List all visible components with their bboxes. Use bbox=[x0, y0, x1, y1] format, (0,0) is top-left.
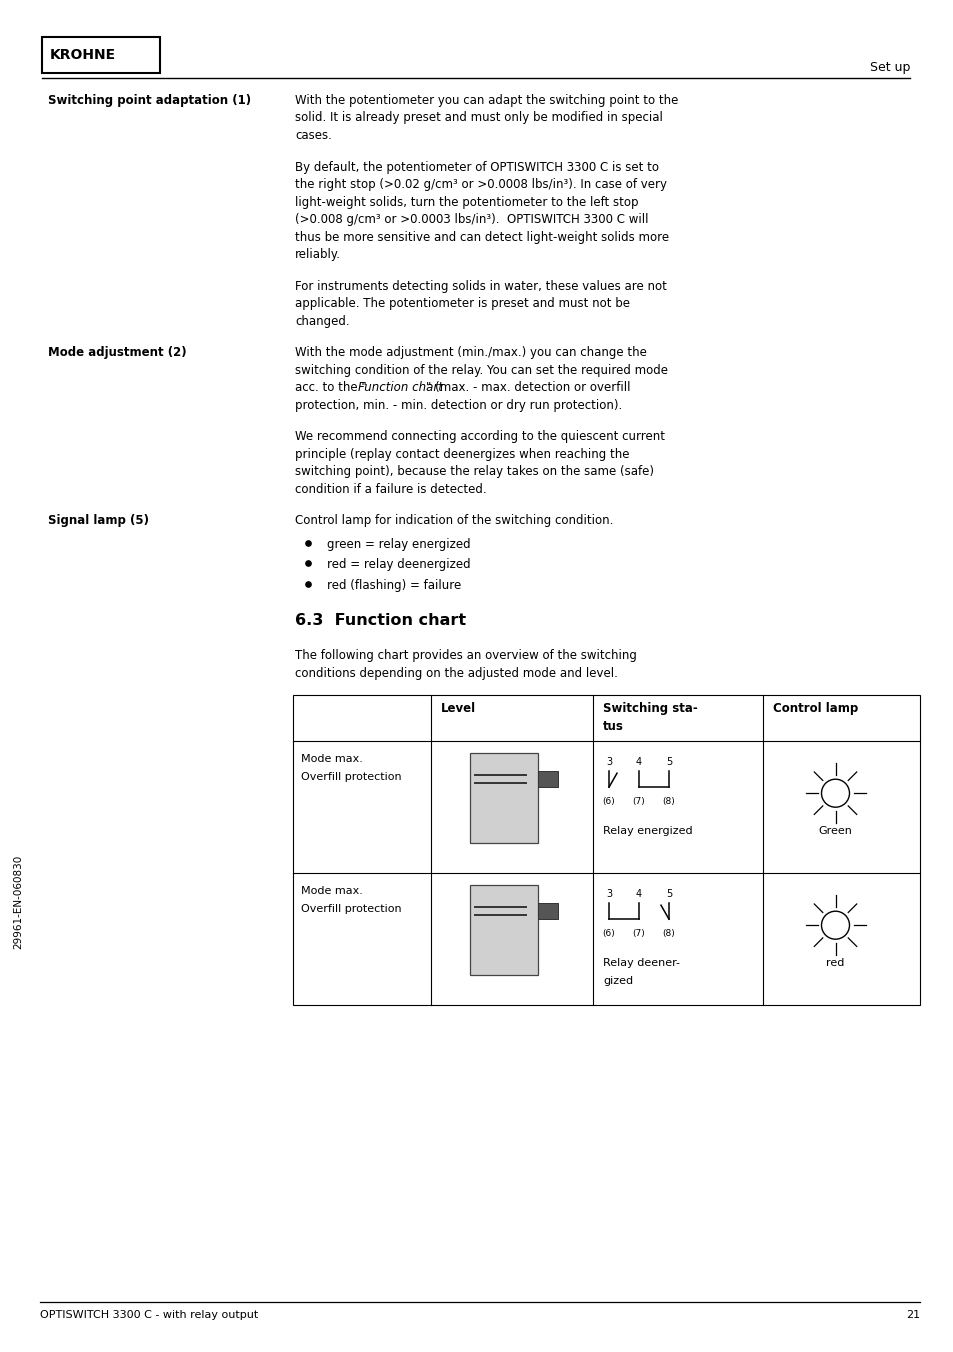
Text: Level: Level bbox=[440, 702, 476, 715]
Text: the right stop (>0.02 g/cm³ or >0.0008 lbs/in³). In case of very: the right stop (>0.02 g/cm³ or >0.0008 l… bbox=[294, 178, 666, 191]
Text: 21: 21 bbox=[905, 1310, 919, 1320]
Text: Control lamp: Control lamp bbox=[772, 702, 858, 715]
Text: Function chart: Function chart bbox=[357, 381, 442, 393]
Text: gized: gized bbox=[602, 976, 633, 986]
Text: Overfill protection: Overfill protection bbox=[301, 904, 401, 914]
Bar bbox=[293, 695, 919, 1005]
Text: light-weight solids, turn the potentiometer to the left stop: light-weight solids, turn the potentiome… bbox=[294, 196, 638, 208]
Text: conditions depending on the adjusted mode and level.: conditions depending on the adjusted mod… bbox=[294, 667, 618, 680]
Text: With the potentiometer you can adapt the switching point to the: With the potentiometer you can adapt the… bbox=[294, 95, 678, 107]
Text: The following chart provides an overview of the switching: The following chart provides an overview… bbox=[294, 649, 637, 662]
Text: protection, min. - min. detection or dry run protection).: protection, min. - min. detection or dry… bbox=[294, 399, 621, 411]
Text: cases.: cases. bbox=[294, 128, 332, 142]
Text: " (max. - max. detection or overfill: " (max. - max. detection or overfill bbox=[425, 381, 630, 393]
Text: reliably.: reliably. bbox=[294, 247, 340, 261]
Text: Green: Green bbox=[818, 826, 852, 836]
Text: Mode adjustment (2): Mode adjustment (2) bbox=[48, 346, 187, 360]
Text: switching point), because the relay takes on the same (safe): switching point), because the relay take… bbox=[294, 465, 654, 479]
Text: principle (replay contact deenergizes when reaching the: principle (replay contact deenergizes wh… bbox=[294, 448, 629, 461]
Text: OPTISWITCH 3300 C - with relay output: OPTISWITCH 3300 C - with relay output bbox=[40, 1310, 258, 1320]
Text: applicable. The potentiometer is preset and must not be: applicable. The potentiometer is preset … bbox=[294, 297, 629, 310]
Text: red: red bbox=[825, 959, 843, 968]
Bar bbox=[470, 753, 537, 844]
Text: (7): (7) bbox=[632, 798, 644, 806]
Text: 6.3  Function chart: 6.3 Function chart bbox=[294, 612, 466, 627]
Bar bbox=[470, 886, 537, 975]
Text: Switching sta-: Switching sta- bbox=[602, 702, 697, 715]
Text: 4: 4 bbox=[636, 890, 641, 899]
Text: (6): (6) bbox=[602, 929, 615, 938]
Text: (7): (7) bbox=[632, 929, 644, 938]
Text: (8): (8) bbox=[662, 798, 675, 806]
Text: Overfill protection: Overfill protection bbox=[301, 772, 401, 783]
Text: With the mode adjustment (min./max.) you can change the: With the mode adjustment (min./max.) you… bbox=[294, 346, 646, 360]
Bar bbox=[537, 771, 558, 787]
Text: thus be more sensitive and can detect light-weight solids more: thus be more sensitive and can detect li… bbox=[294, 230, 668, 243]
Text: solid. It is already preset and must only be modified in special: solid. It is already preset and must onl… bbox=[294, 111, 662, 124]
Text: 3: 3 bbox=[605, 890, 612, 899]
Text: tus: tus bbox=[602, 719, 623, 733]
Text: (8): (8) bbox=[662, 929, 675, 938]
Bar bbox=[42, 37, 160, 73]
Text: 5: 5 bbox=[665, 890, 672, 899]
Text: acc. to the ": acc. to the " bbox=[294, 381, 366, 393]
Text: red (flashing) = failure: red (flashing) = failure bbox=[327, 579, 460, 592]
Text: Mode max.: Mode max. bbox=[301, 886, 362, 896]
Text: 5: 5 bbox=[665, 757, 672, 767]
Text: (6): (6) bbox=[602, 798, 615, 806]
Bar bbox=[537, 903, 558, 919]
Text: green = relay energized: green = relay energized bbox=[327, 538, 470, 550]
Text: 4: 4 bbox=[636, 757, 641, 767]
Text: 29961-EN-060830: 29961-EN-060830 bbox=[13, 854, 23, 949]
Text: Relay deener-: Relay deener- bbox=[602, 959, 679, 968]
Text: Set up: Set up bbox=[869, 61, 909, 74]
Text: By default, the potentiometer of OPTISWITCH 3300 C is set to: By default, the potentiometer of OPTISWI… bbox=[294, 161, 659, 173]
Text: Relay energized: Relay energized bbox=[602, 826, 692, 836]
Text: condition if a failure is detected.: condition if a failure is detected. bbox=[294, 483, 486, 495]
Text: changed.: changed. bbox=[294, 315, 349, 327]
Text: red = relay deenergized: red = relay deenergized bbox=[327, 558, 470, 571]
Text: For instruments detecting solids in water, these values are not: For instruments detecting solids in wate… bbox=[294, 280, 666, 292]
Text: (>0.008 g/cm³ or >0.0003 lbs/in³).  OPTISWITCH 3300 C will: (>0.008 g/cm³ or >0.0003 lbs/in³). OPTIS… bbox=[294, 214, 648, 226]
Text: Switching point adaptation (1): Switching point adaptation (1) bbox=[48, 95, 251, 107]
Text: We recommend connecting according to the quiescent current: We recommend connecting according to the… bbox=[294, 430, 664, 443]
Text: Control lamp for indication of the switching condition.: Control lamp for indication of the switc… bbox=[294, 514, 613, 527]
Text: switching condition of the relay. You can set the required mode: switching condition of the relay. You ca… bbox=[294, 364, 667, 376]
Text: 3: 3 bbox=[605, 757, 612, 767]
Text: Mode max.: Mode max. bbox=[301, 754, 362, 764]
Text: KROHNE: KROHNE bbox=[50, 49, 116, 62]
Text: Signal lamp (5): Signal lamp (5) bbox=[48, 514, 149, 527]
